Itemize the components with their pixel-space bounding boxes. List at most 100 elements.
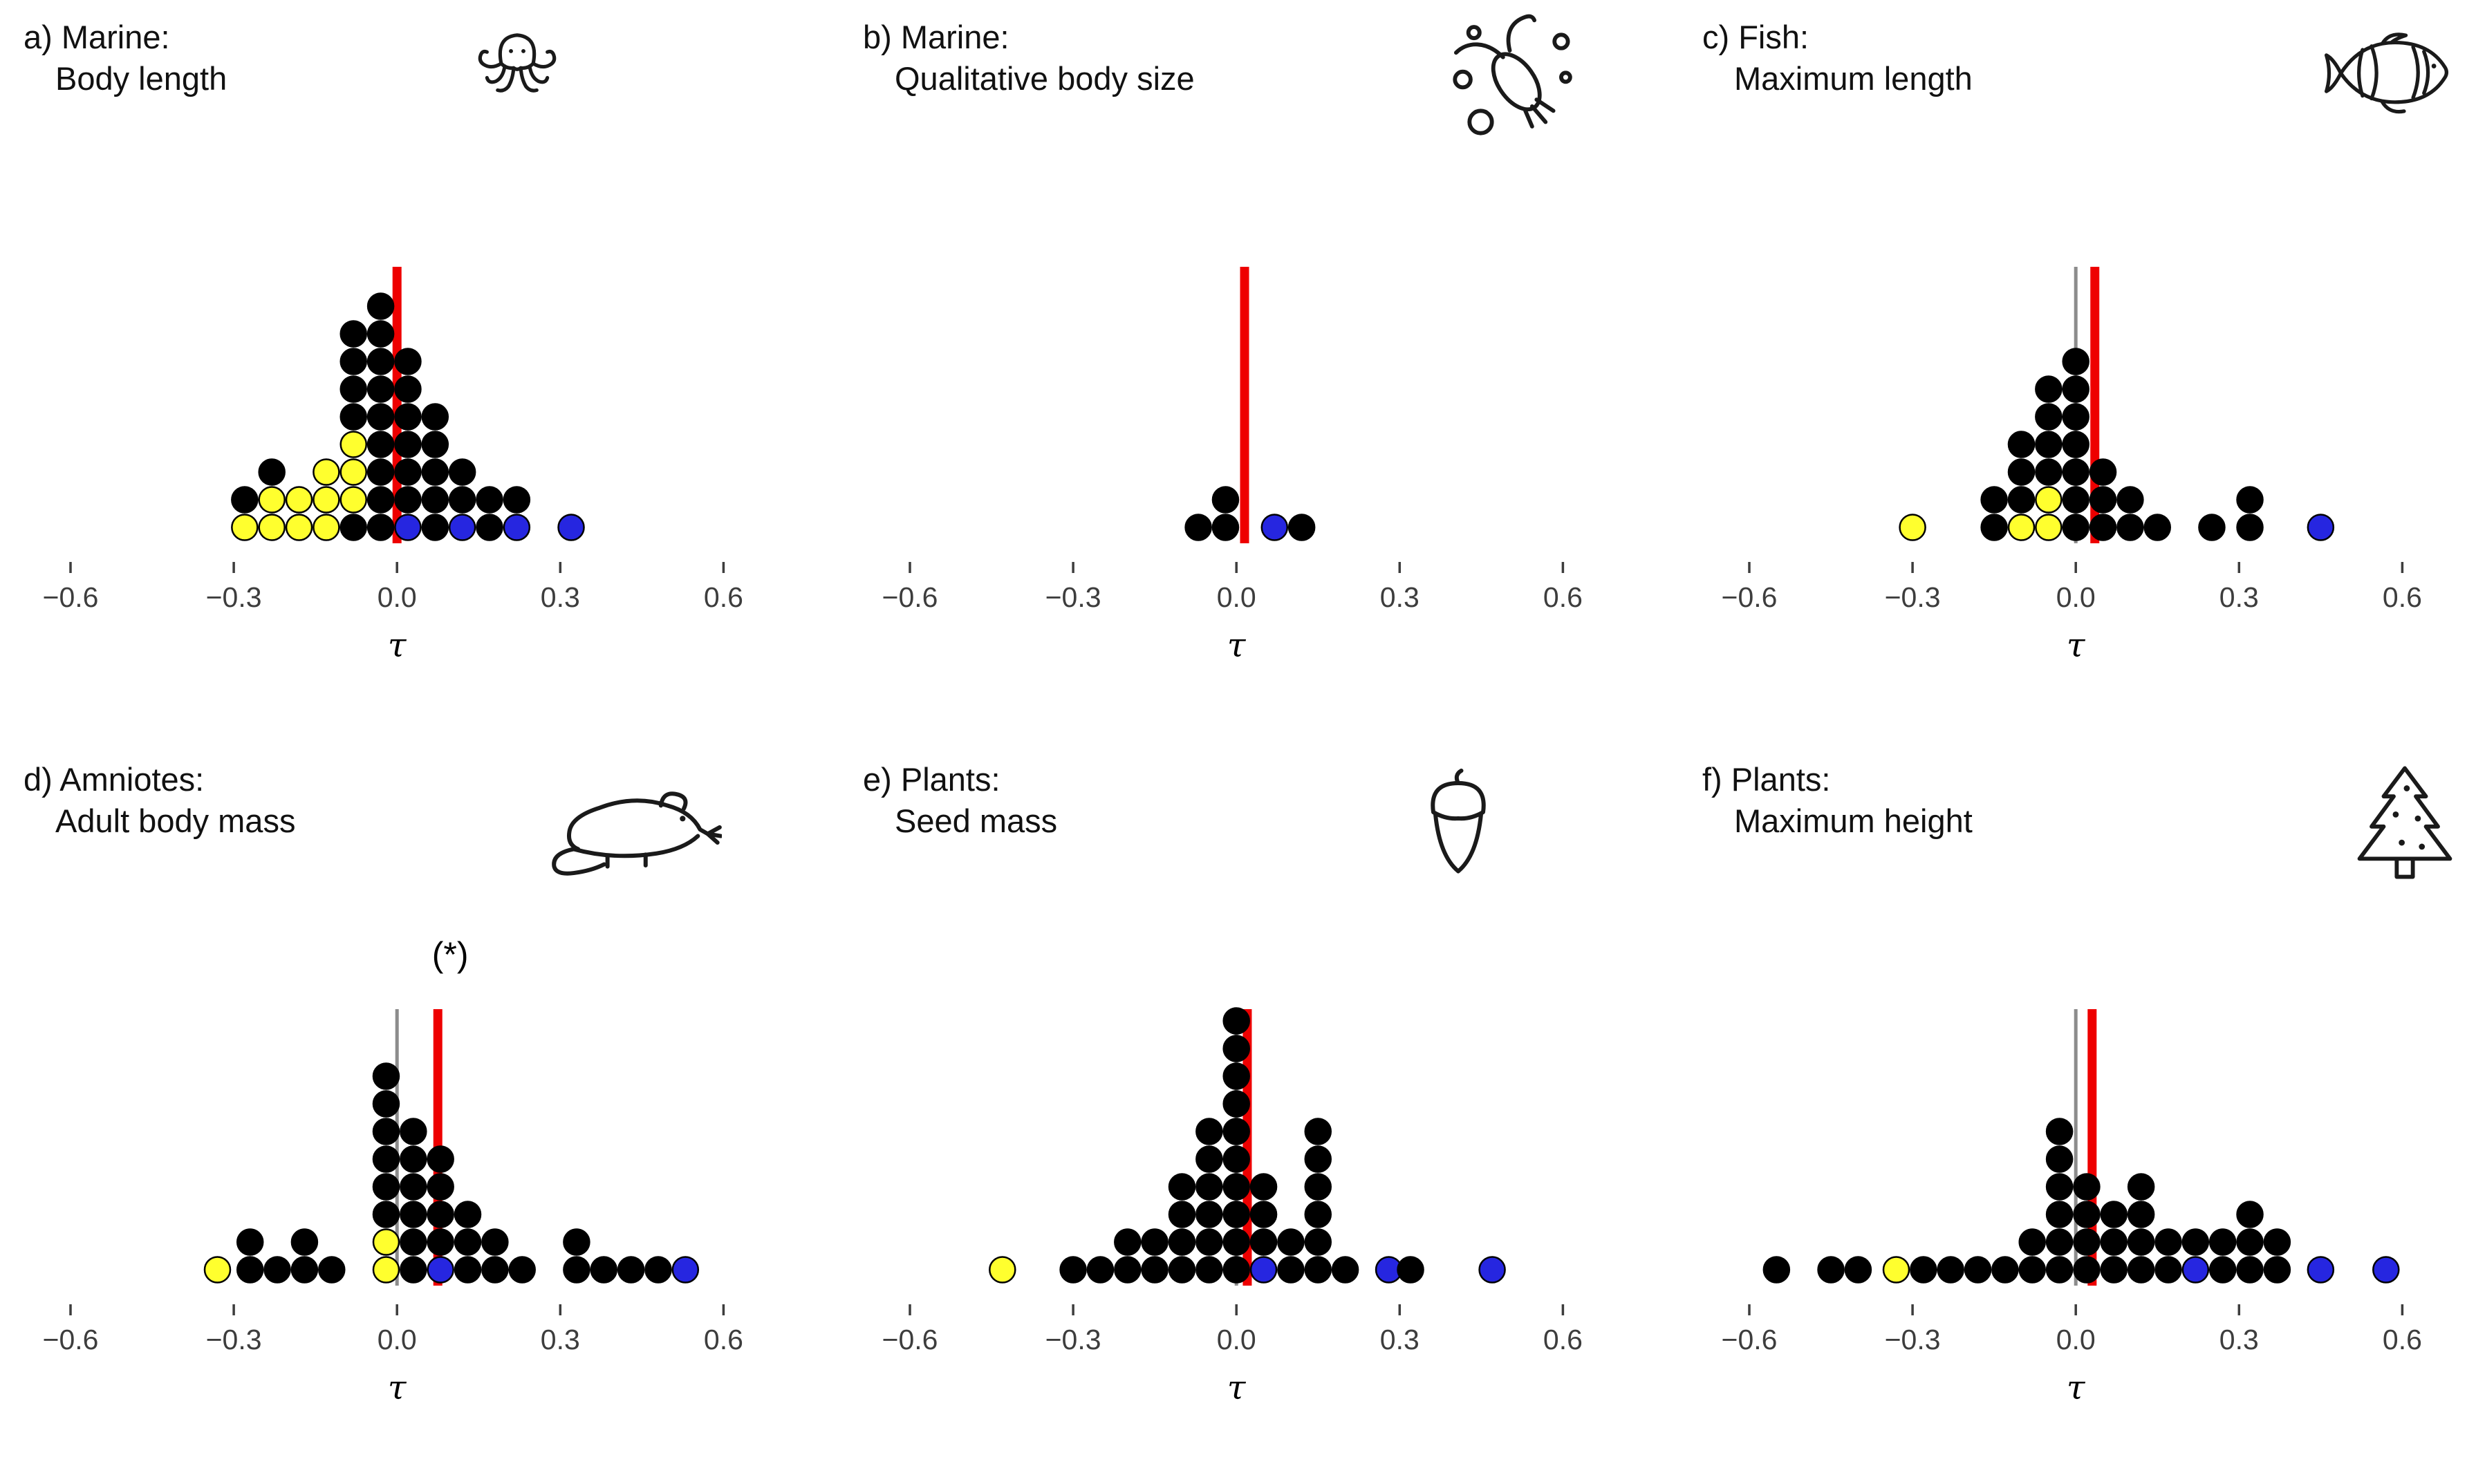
data-dot-black — [1249, 1172, 1278, 1201]
x-tick-label: −0.6 — [43, 581, 99, 613]
data-dot-black — [2062, 403, 2089, 431]
data-dot-black — [1114, 1228, 1142, 1256]
x-tick-label: 0.0 — [2056, 1324, 2096, 1355]
data-dot-black — [339, 320, 367, 348]
panel-f-title: f) Plants: Maximum height — [1702, 759, 2467, 842]
data-dot-black — [1964, 1255, 1992, 1284]
data-dot-yellow — [2007, 514, 2036, 541]
panel-e-header: e) Plants: Seed mass — [863, 759, 1679, 897]
x-tick-label: 0.6 — [1543, 581, 1583, 613]
data-dot-black — [2154, 1255, 2182, 1284]
data-dot-black — [503, 486, 531, 514]
data-dot-black — [1211, 486, 1240, 514]
data-dot-black — [2045, 1200, 2074, 1228]
data-dot-black — [2062, 486, 2089, 514]
data-dot-black — [1304, 1200, 1332, 1228]
data-dot-black — [1304, 1228, 1332, 1256]
data-dot-yellow — [372, 1228, 400, 1256]
x-tick-label: −0.3 — [206, 1324, 262, 1355]
data-dot-black — [476, 486, 503, 514]
data-dot-black — [1222, 1062, 1250, 1090]
data-dot-black — [454, 1200, 482, 1228]
data-dot-black — [1141, 1228, 1169, 1256]
data-dot-black — [1114, 1255, 1142, 1284]
x-tick-label: −0.3 — [1885, 581, 1941, 613]
data-dot-black — [1168, 1228, 1196, 1256]
data-dot-blue — [1249, 1255, 1278, 1284]
data-dot-black — [2127, 1172, 2155, 1201]
data-dot-black — [2263, 1255, 2291, 1284]
x-tick-label: −0.3 — [1045, 581, 1101, 613]
data-dot-black — [2007, 458, 2036, 486]
x-axis-label-tau: τ — [388, 626, 407, 665]
data-dot-black — [339, 403, 367, 431]
data-dot-yellow — [313, 458, 340, 486]
data-dot-black — [427, 1145, 454, 1173]
panel-f-title-line1: f) Plants: — [1702, 760, 1831, 798]
data-dot-black — [476, 514, 503, 541]
octopus-icon — [472, 26, 563, 114]
data-dot-black — [1222, 1117, 1250, 1145]
data-dot-yellow — [231, 514, 259, 541]
x-tick-label: 0.3 — [2219, 1324, 2259, 1355]
dot-plot-d: −0.6 −0.3 0.0 0.3 0.6 τ (*) — [43, 935, 743, 1407]
data-dot-black — [2208, 1228, 2237, 1256]
data-dot-black — [1141, 1255, 1169, 1284]
data-dot-yellow — [1882, 1255, 1910, 1284]
data-dot-black — [231, 486, 259, 514]
data-dot-black — [2154, 1228, 2182, 1256]
data-dot-black — [2062, 375, 2089, 403]
x-tick-label: 0.3 — [541, 1324, 580, 1355]
data-dot-black — [2007, 431, 2036, 458]
data-dot-black — [400, 1172, 427, 1201]
data-dot-black — [421, 458, 449, 486]
data-dot-black — [1249, 1200, 1278, 1228]
data-dot-black — [2236, 514, 2264, 541]
data-dot-black — [454, 1255, 482, 1284]
data-dot-black — [2127, 1200, 2155, 1228]
dot-plot-a: −0.6 −0.3 0.0 0.3 0.6 τ — [43, 267, 743, 665]
panel-b-title-line2: Qualitative body size — [895, 60, 1195, 97]
data-dot-black — [427, 1172, 454, 1201]
data-dot-black — [400, 1200, 427, 1228]
acorn-icon — [1406, 768, 1510, 886]
data-dot-yellow — [258, 486, 286, 514]
panel-e: e) Plants: Seed mass −0.6 −0.3 0.0 0.3 0.6 τ — [839, 742, 1679, 1484]
data-dot-black — [366, 320, 395, 348]
dot-plot-e: −0.6 −0.3 0.0 0.3 0.6 τ — [882, 1006, 1583, 1407]
data-dot-black — [1184, 514, 1212, 541]
data-dot-black — [1304, 1255, 1332, 1284]
data-dot-black — [1222, 1089, 1250, 1118]
data-dot-black — [1304, 1145, 1332, 1173]
data-dot-blue — [1478, 1255, 1506, 1284]
data-dot-black — [508, 1255, 536, 1284]
pine-tree-icon — [2349, 762, 2460, 887]
data-dot-black — [1397, 1255, 1424, 1284]
x-tick-label: 0.3 — [1380, 581, 1419, 613]
data-dot-black — [2127, 1255, 2155, 1284]
data-dot-black — [2089, 514, 2117, 541]
data-dot-black — [1195, 1255, 1223, 1284]
data-dot-black — [1980, 514, 2008, 541]
data-dot-black — [421, 486, 449, 514]
data-dot-black — [481, 1255, 509, 1284]
x-tick-label: 0.3 — [1380, 1324, 1419, 1355]
data-dot-black — [2198, 514, 2226, 541]
data-dot-black — [2100, 1255, 2128, 1284]
panel-f-header: f) Plants: Maximum height — [1702, 759, 2467, 897]
data-dot-black — [339, 348, 367, 375]
x-tick-label: 0.6 — [704, 1324, 743, 1355]
data-dot-black — [2007, 486, 2036, 514]
data-dot-black — [339, 514, 367, 541]
data-dot-yellow — [258, 514, 286, 541]
panel-d-title-line1: d) Amniotes: — [24, 760, 205, 798]
data-dot-yellow — [285, 514, 313, 541]
data-dot-black — [372, 1062, 400, 1090]
panel-b: b) Marine: Qualitative body size −0.6 −0.… — [839, 0, 1679, 742]
data-dot-yellow — [989, 1255, 1016, 1284]
data-dot-yellow — [313, 486, 340, 514]
data-dot-black — [1195, 1117, 1223, 1145]
data-dot-black — [394, 486, 422, 514]
data-dot-black — [2236, 1255, 2264, 1284]
panel-f-title-line2: Maximum height — [1734, 802, 1973, 839]
